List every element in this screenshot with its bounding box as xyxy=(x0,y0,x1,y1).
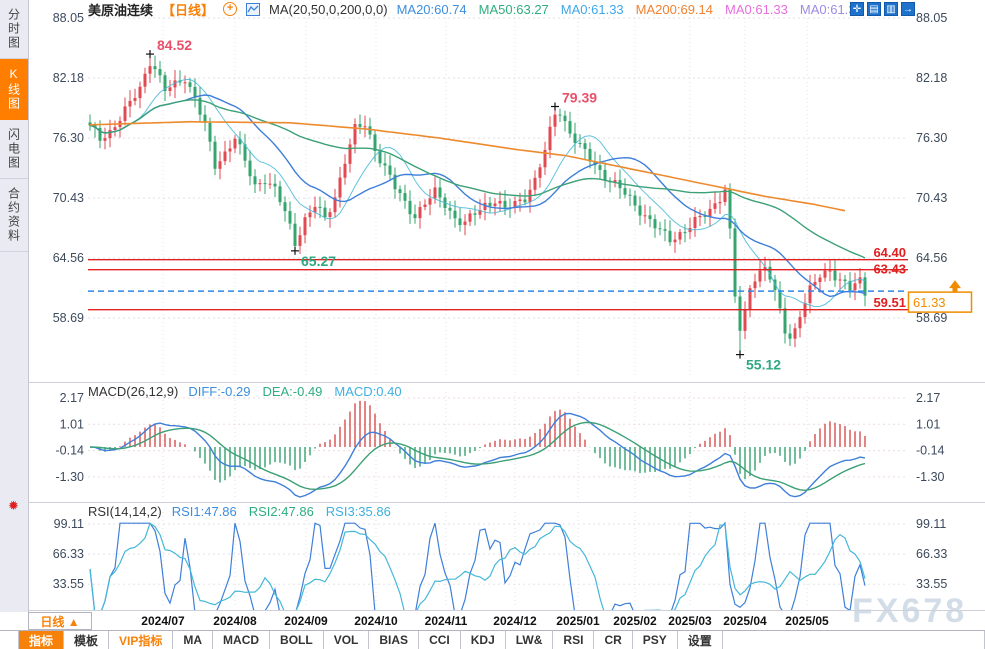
kline-style-icon[interactable] xyxy=(246,2,261,16)
rsi-title: RSI(14,14,2) xyxy=(88,504,162,519)
svg-text:66.33: 66.33 xyxy=(916,547,947,561)
toolbar-button-MA[interactable]: MA xyxy=(173,631,214,649)
svg-text:61.33: 61.33 xyxy=(913,295,946,310)
ma-value-3: MA200:69.14 xyxy=(635,1,713,17)
sidebar-tab-1[interactable]: K线图 xyxy=(0,59,28,120)
svg-text:63.43: 63.43 xyxy=(873,262,906,277)
x-axis-label: 2025/05 xyxy=(785,614,829,628)
svg-text:64.56: 64.56 xyxy=(53,251,84,265)
x-axis-label: 2024/08 xyxy=(213,614,257,628)
toolbar-button-BIAS[interactable]: BIAS xyxy=(369,631,420,649)
macd-title: MACD(26,12,9) xyxy=(88,384,179,399)
svg-text:-1.30: -1.30 xyxy=(916,470,945,484)
toolbar-button-LW&[interactable]: LW& xyxy=(506,631,554,649)
rsi-value-2: RSI3:35.86 xyxy=(325,504,391,519)
svg-text:76.30: 76.30 xyxy=(916,131,947,145)
ma-value-1: MA50:63.27 xyxy=(478,1,549,17)
x-axis-label: 2024/07 xyxy=(141,614,185,628)
svg-text:-0.14: -0.14 xyxy=(916,444,945,458)
svg-text:1.01: 1.01 xyxy=(916,417,940,431)
svg-text:84.52: 84.52 xyxy=(157,37,192,53)
macd-value-0: DIFF:-0.29 xyxy=(188,384,251,399)
toolbar-button-CCI[interactable]: CCI xyxy=(419,631,461,649)
svg-text:64.56: 64.56 xyxy=(916,251,947,265)
svg-text:76.30: 76.30 xyxy=(53,131,84,145)
toolbar-button-设置[interactable]: 设置 xyxy=(678,631,723,649)
svg-text:88.05: 88.05 xyxy=(53,11,84,25)
svg-text:58.69: 58.69 xyxy=(916,311,947,325)
ma-value-4: MA0:61.33 xyxy=(725,1,788,17)
scale-x-icon[interactable]: ▤ xyxy=(867,2,881,16)
x-axis-label: 2024/10 xyxy=(354,614,398,628)
ma-value-0: MA20:60.74 xyxy=(396,1,467,17)
toolbar-button-KDJ[interactable]: KDJ xyxy=(461,631,506,649)
svg-text:65.27: 65.27 xyxy=(301,253,336,269)
scale-y-icon[interactable]: ▥ xyxy=(884,2,898,16)
period-tag[interactable]: 【日线】 xyxy=(162,2,215,18)
ma-value-2: MA0:61.33 xyxy=(560,1,624,17)
indicator-toolbar: 指标 模板 VIP指标 MA MACD BOLL VOL BIAS CCI KDJ LW& RSI CR… xyxy=(0,630,985,649)
x-axis-label: 2024/11 xyxy=(424,614,468,628)
sidebar-tab-2[interactable]: 闪电图 xyxy=(0,120,28,179)
svg-text:79.39: 79.39 xyxy=(562,90,597,106)
svg-text:64.40: 64.40 xyxy=(873,245,906,260)
svg-text:82.18: 82.18 xyxy=(53,71,84,85)
ma-formula: MA(20,50,0,200,0,0) xyxy=(269,1,388,17)
toolbar-button-指标[interactable]: 指标 xyxy=(18,631,65,649)
x-axis-label: 2024/09 xyxy=(284,614,328,628)
add-indicator-icon[interactable]: + xyxy=(223,2,238,16)
toolbar-button-VOL[interactable]: VOL xyxy=(324,631,370,649)
sidebar-tab-3[interactable]: 合约资料 xyxy=(0,179,28,252)
symbol-title: 美原油连续 xyxy=(88,2,154,18)
pan-icon[interactable]: ✛ xyxy=(850,2,864,16)
period-selector-button[interactable]: 日线 ▲ xyxy=(28,612,92,630)
svg-text:99.11: 99.11 xyxy=(916,517,946,531)
svg-text:88.05: 88.05 xyxy=(916,11,947,25)
svg-text:59.51: 59.51 xyxy=(873,295,906,310)
svg-text:33.55: 33.55 xyxy=(53,577,84,591)
svg-text:2.17: 2.17 xyxy=(916,391,940,405)
svg-text:-1.30: -1.30 xyxy=(56,470,85,484)
svg-text:58.69: 58.69 xyxy=(53,311,84,325)
x-axis-label: 2025/01 xyxy=(556,614,600,628)
sidebar: 分时图 K线图 闪电图 合约资料 xyxy=(0,0,29,612)
rsi-value-0: RSI1:47.86 xyxy=(171,504,237,519)
shift-right-icon[interactable]: → xyxy=(901,2,915,16)
toolbar-filler xyxy=(723,631,985,649)
hot-alert-icon[interactable]: ✹ xyxy=(8,498,19,513)
svg-text:2.17: 2.17 xyxy=(60,391,84,405)
x-axis-label: 2025/03 xyxy=(668,614,712,628)
ma-value-5: MA0:61.3 xyxy=(799,1,856,17)
svg-text:-0.14: -0.14 xyxy=(56,444,85,458)
toolbar-button-模板[interactable]: 模板 xyxy=(64,631,110,649)
svg-text:33.55: 33.55 xyxy=(916,577,947,591)
chart-header: 美原油连续 【日线】 + MA(20,50,0,200,0,0) MA20:60… xyxy=(88,1,856,18)
svg-text:99.11: 99.11 xyxy=(54,517,84,531)
svg-text:70.43: 70.43 xyxy=(916,191,947,205)
toolbar-button-BOLL[interactable]: BOLL xyxy=(270,631,324,649)
svg-text:82.18: 82.18 xyxy=(916,71,947,85)
rsi-header: RSI(14,14,2) RSI1:47.86 RSI2:47.86 RSI3:35… xyxy=(88,504,391,519)
svg-text:55.12: 55.12 xyxy=(746,357,781,373)
toolbar-button-VIP指标[interactable]: VIP指标 xyxy=(109,631,174,649)
macd-value-1: DEA:-0.49 xyxy=(262,384,323,399)
x-axis-label: 2025/04 xyxy=(723,614,767,628)
svg-text:66.33: 66.33 xyxy=(53,547,84,561)
toolbar-button-CR[interactable]: CR xyxy=(594,631,633,649)
ma-values: MA20:60.74 MA50:63.27 MA0:61.33 MA200:69.14… xyxy=(397,2,856,17)
toolbar-button-PSY[interactable]: PSY xyxy=(633,631,678,649)
x-axis-label: 2024/12 xyxy=(493,614,537,628)
svg-text:1.01: 1.01 xyxy=(60,417,84,431)
toolbar-button-MACD[interactable]: MACD xyxy=(213,631,271,649)
macd-value-2: MACD:0.40 xyxy=(334,384,402,399)
rsi-value-1: RSI2:47.86 xyxy=(248,504,314,519)
toolbar-button-RSI[interactable]: RSI xyxy=(553,631,595,649)
svg-text:70.43: 70.43 xyxy=(53,191,84,205)
x-axis-label: 2025/02 xyxy=(613,614,657,628)
window-icons: ✛ ▤ ▥ → xyxy=(850,2,915,16)
sidebar-tab-0[interactable]: 分时图 xyxy=(0,0,28,59)
macd-header: MACD(26,12,9) DIFF:-0.29 DEA:-0.49 MACD:0.… xyxy=(88,384,402,399)
time-axis-row: 日线 ▲ 2024/07 2024/08 2024/09 2024/10 2024/11… xyxy=(0,612,985,630)
